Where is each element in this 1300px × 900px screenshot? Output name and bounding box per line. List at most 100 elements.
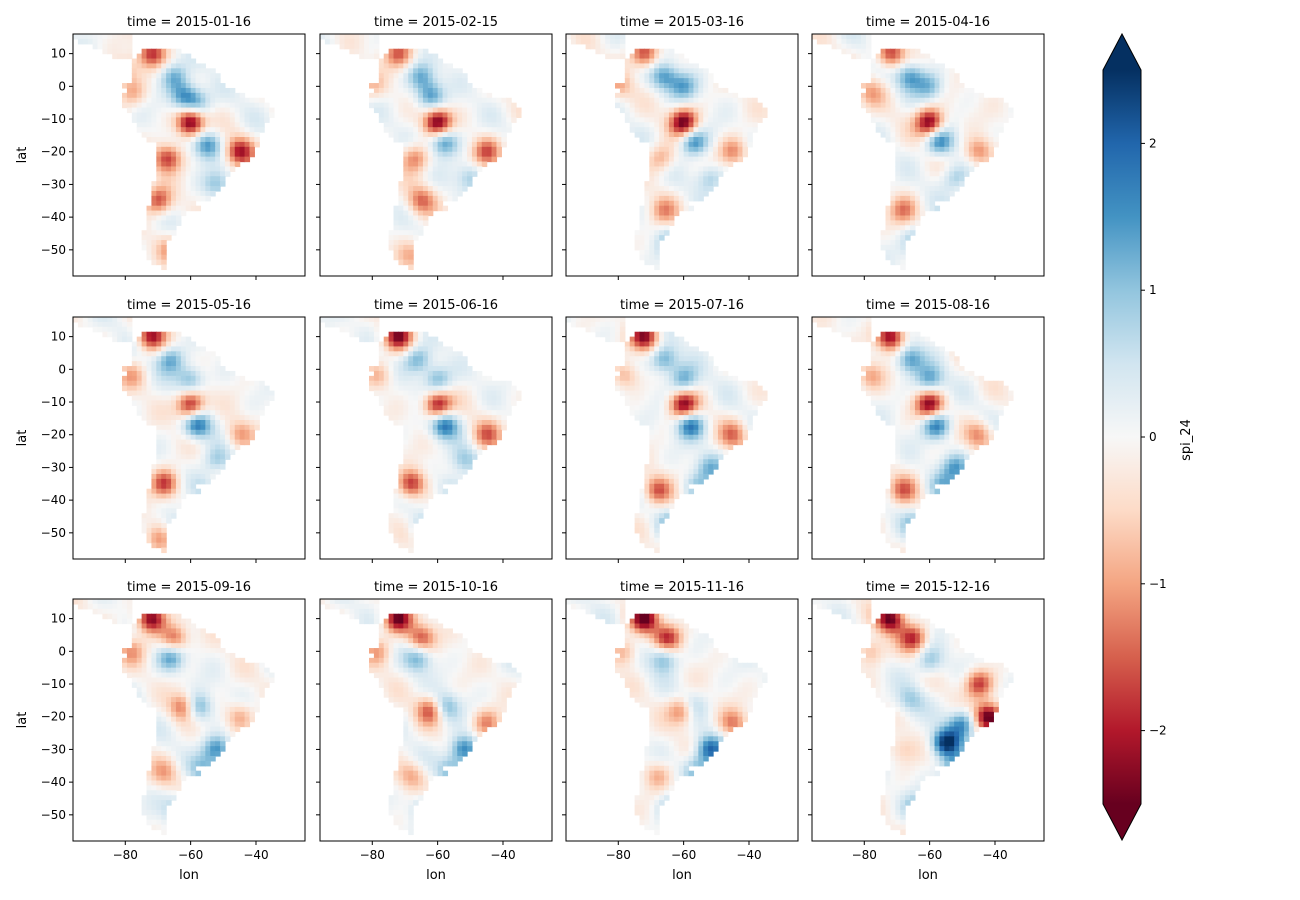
- y-tick-label: −40: [41, 493, 66, 507]
- heatmap-cell: [722, 127, 729, 133]
- heatmap-cell: [895, 205, 901, 212]
- heatmap-cell: [949, 171, 955, 177]
- heatmap-cell: [668, 132, 675, 138]
- heatmap-cell: [968, 87, 975, 94]
- heatmap-cell: [180, 122, 187, 128]
- heatmap-cell: [432, 449, 439, 455]
- heatmap-cell: [905, 58, 911, 65]
- heatmap-cell: [259, 395, 265, 401]
- heatmap-cell: [102, 317, 108, 323]
- heatmap-cell: [659, 97, 665, 104]
- heatmap-cell: [654, 78, 660, 84]
- heatmap-cell: [146, 415, 153, 421]
- heatmap-cell: [722, 385, 729, 392]
- heatmap-cell: [673, 73, 680, 79]
- heatmap-cell: [664, 215, 670, 222]
- heatmap-cell: [437, 97, 444, 104]
- heatmap-cell: [122, 43, 128, 50]
- heatmap-cell: [344, 34, 351, 40]
- heatmap-cell: [481, 127, 488, 133]
- heatmap-cell: [895, 210, 901, 217]
- heatmap-cell: [895, 92, 901, 99]
- heatmap-cell: [437, 205, 444, 212]
- heatmap-cell: [890, 181, 896, 187]
- heatmap-cell: [929, 156, 936, 163]
- heatmap-cell: [742, 429, 748, 436]
- heatmap-cell: [732, 107, 739, 114]
- panel-title: time = 2015-06-16: [374, 298, 498, 313]
- heatmap-cell: [151, 503, 157, 509]
- heatmap-cell: [506, 390, 512, 397]
- heatmap-cell: [895, 137, 901, 143]
- heatmap-cell: [452, 420, 458, 426]
- heatmap-cell: [447, 400, 453, 406]
- heatmap-cell: [993, 97, 999, 104]
- heatmap-cell: [151, 215, 157, 222]
- heatmap-cell: [413, 58, 419, 65]
- heatmap-cell: [97, 321, 104, 328]
- heatmap-cell: [166, 132, 172, 138]
- heatmap-cell: [442, 151, 449, 158]
- heatmap-cell: [664, 400, 670, 406]
- heatmap-cell: [615, 102, 621, 109]
- heatmap-cell: [914, 176, 921, 182]
- heatmap-cell: [742, 107, 748, 114]
- heatmap-cell: [393, 341, 400, 348]
- heatmap-cell: [205, 361, 211, 367]
- heatmap-cell: [722, 424, 729, 431]
- heatmap-cell: [249, 107, 255, 114]
- heatmap-cell: [413, 473, 419, 480]
- heatmap-cell: [717, 127, 724, 133]
- heatmap-cell: [654, 380, 660, 387]
- heatmap-cell: [190, 410, 197, 416]
- heatmap-cell: [644, 112, 650, 118]
- heatmap-cell: [264, 117, 270, 123]
- heatmap-cell: [190, 176, 197, 182]
- heatmap-cell: [146, 107, 153, 114]
- heatmap-cell: [708, 127, 714, 133]
- heatmap-cell: [511, 107, 517, 114]
- heatmap-cell: [865, 87, 872, 94]
- heatmap-cell: [156, 78, 162, 84]
- heatmap-cell: [914, 190, 921, 197]
- heatmap-cell: [408, 390, 414, 397]
- heatmap-cell: [403, 87, 409, 94]
- heatmap-cell: [880, 73, 887, 79]
- heatmap-cell: [968, 141, 975, 148]
- heatmap-cell: [200, 78, 206, 84]
- heatmap-cell: [171, 87, 177, 94]
- heatmap-cell: [239, 380, 246, 387]
- heatmap-cell: [619, 317, 626, 323]
- heatmap-cell: [481, 117, 488, 123]
- heatmap-cell: [722, 395, 729, 401]
- heatmap-cell: [215, 73, 221, 79]
- heatmap-cell: [185, 176, 192, 182]
- heatmap-cell: [437, 464, 444, 470]
- heatmap-cell: [870, 117, 877, 123]
- heatmap-cell: [378, 385, 385, 392]
- heatmap-cell: [457, 171, 463, 177]
- heatmap-cell: [339, 34, 346, 40]
- heatmap-cell: [151, 415, 157, 421]
- heatmap-cell: [156, 537, 162, 544]
- heatmap-cell: [264, 400, 270, 406]
- heatmap-cell: [841, 43, 847, 50]
- heatmap-cell: [234, 112, 241, 118]
- heatmap-cell: [722, 141, 729, 148]
- heatmap-cell: [900, 53, 906, 60]
- heatmap-cell: [919, 127, 926, 133]
- heatmap-cell: [865, 38, 872, 45]
- heatmap-cell: [190, 375, 197, 382]
- heatmap-cell: [166, 356, 172, 362]
- heatmap-cell: [476, 127, 483, 133]
- heatmap-cell: [713, 405, 719, 411]
- heatmap-cell: [595, 48, 601, 55]
- heatmap-cell: [418, 420, 424, 426]
- heatmap-cell: [427, 205, 434, 212]
- heatmap-cell: [432, 370, 439, 377]
- heatmap-cell: [413, 205, 419, 212]
- heatmap-cell: [619, 53, 626, 60]
- heatmap-cell: [146, 244, 153, 251]
- heatmap-cell: [664, 205, 670, 212]
- heatmap-cell: [654, 166, 660, 172]
